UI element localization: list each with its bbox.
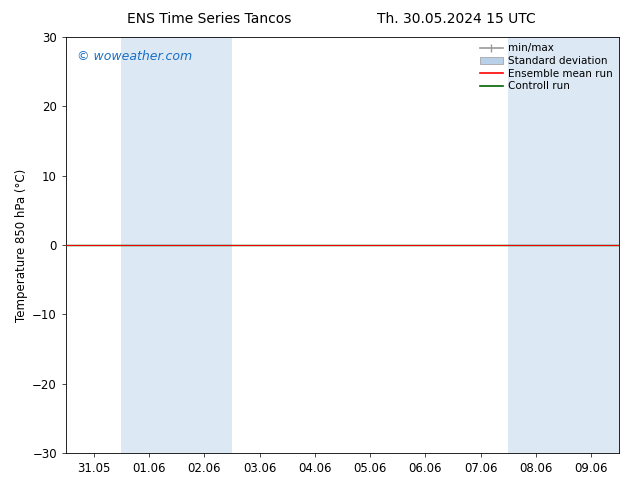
Y-axis label: Temperature 850 hPa (°C): Temperature 850 hPa (°C) xyxy=(15,169,28,322)
Bar xyxy=(121,37,232,453)
Legend: min/max, Standard deviation, Ensemble mean run, Controll run: min/max, Standard deviation, Ensemble me… xyxy=(476,39,617,96)
Text: Th. 30.05.2024 15 UTC: Th. 30.05.2024 15 UTC xyxy=(377,12,536,26)
Text: ENS Time Series Tancos: ENS Time Series Tancos xyxy=(127,12,292,26)
Bar xyxy=(508,37,619,453)
Text: © woweather.com: © woweather.com xyxy=(77,49,192,63)
